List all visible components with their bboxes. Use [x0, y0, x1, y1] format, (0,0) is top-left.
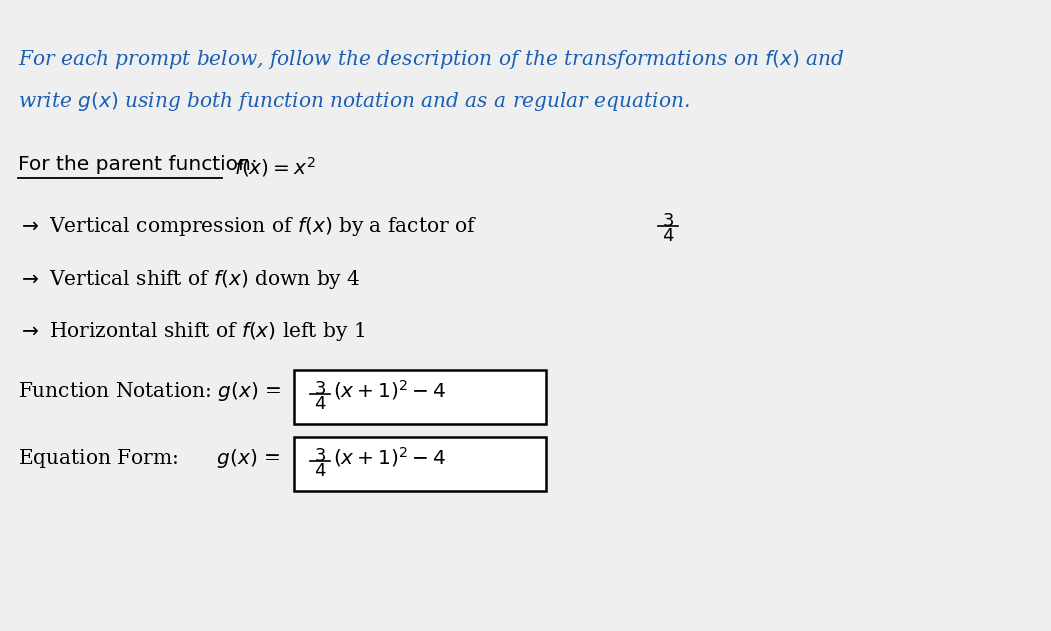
Text: $\rightarrow$ Vertical shift of $f(x)$ down by 4: $\rightarrow$ Vertical shift of $f(x)$ d… — [18, 268, 360, 291]
Text: 3: 3 — [314, 380, 326, 398]
Text: 3: 3 — [662, 212, 674, 230]
Text: write $g(x)$ using both function notation and as a regular equation.: write $g(x)$ using both function notatio… — [18, 90, 689, 113]
Text: $\rightarrow$ Vertical compression of $f(x)$ by a factor of: $\rightarrow$ Vertical compression of $f… — [18, 215, 477, 238]
FancyBboxPatch shape — [294, 370, 547, 424]
Text: $f(x) = x^2$: $f(x) = x^2$ — [234, 155, 315, 179]
Text: Equation Form:      $g(x)$ =: Equation Form: $g(x)$ = — [18, 447, 280, 470]
Text: $(x+1)^2-4$: $(x+1)^2-4$ — [333, 445, 447, 469]
Text: $(x+1)^2-4$: $(x+1)^2-4$ — [333, 378, 447, 402]
FancyBboxPatch shape — [294, 437, 547, 491]
Text: For each prompt below, follow the description of the transformations on $f(x)$ a: For each prompt below, follow the descri… — [18, 48, 845, 71]
Text: 4: 4 — [314, 395, 326, 413]
Text: 4: 4 — [662, 227, 674, 245]
Text: 4: 4 — [314, 462, 326, 480]
Text: $\rightarrow$ Horizontal shift of $f(x)$ left by 1: $\rightarrow$ Horizontal shift of $f(x)$… — [18, 320, 365, 343]
Text: 3: 3 — [314, 447, 326, 465]
Text: Function Notation: $g(x)$ =: Function Notation: $g(x)$ = — [18, 380, 282, 403]
Text: For the parent function:: For the parent function: — [18, 155, 257, 174]
